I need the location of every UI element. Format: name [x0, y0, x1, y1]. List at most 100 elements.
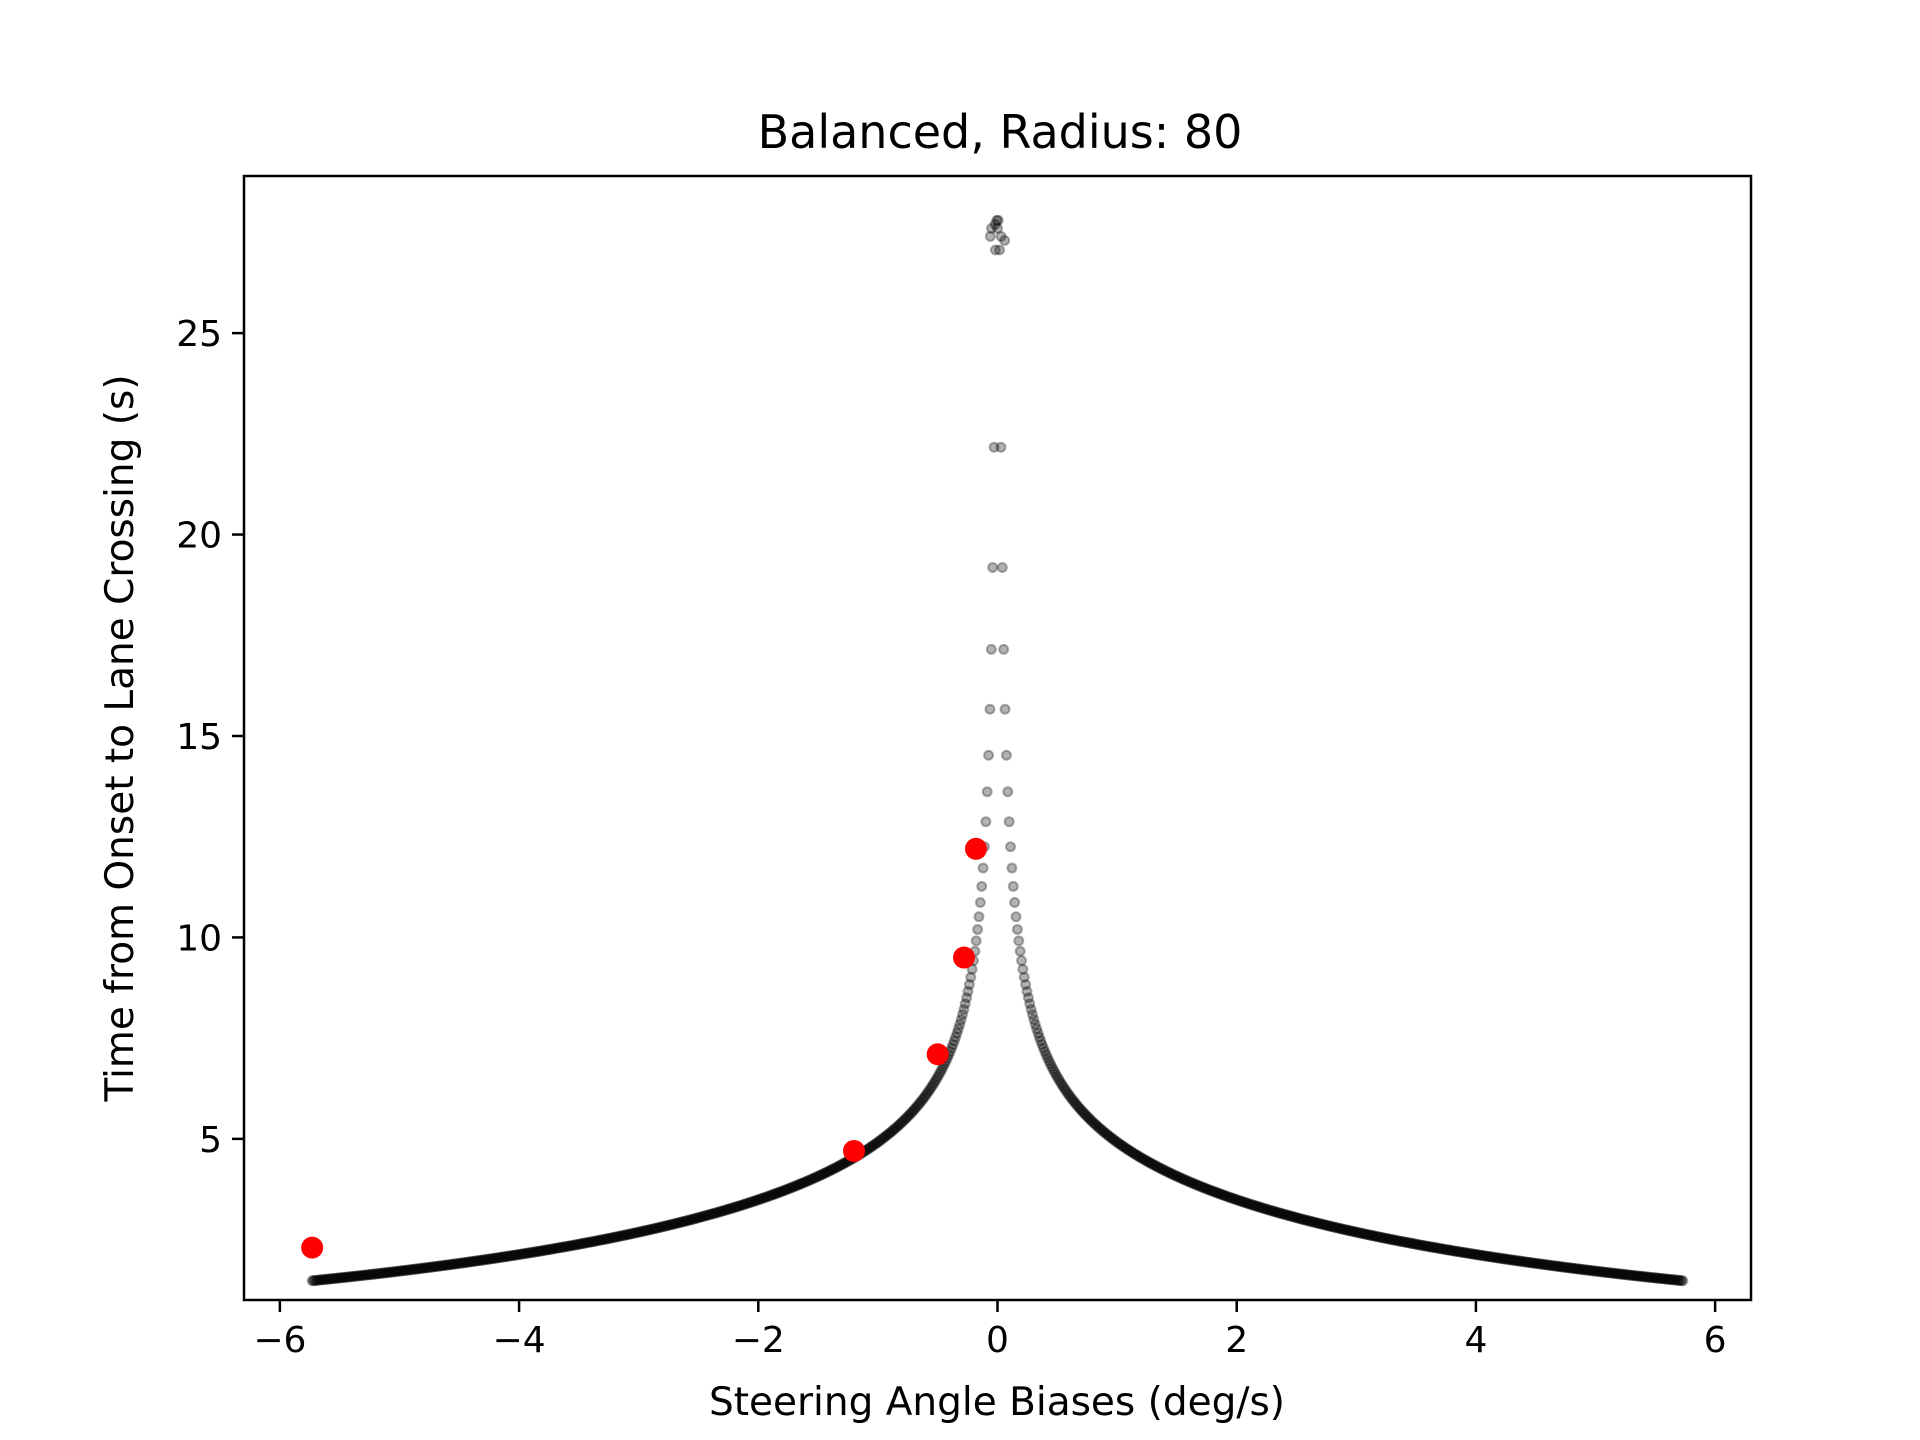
data-point	[1634, 1270, 1646, 1282]
data-point	[1308, 1216, 1320, 1228]
data-point	[660, 1220, 672, 1232]
data-point	[1677, 1275, 1689, 1287]
data-point	[994, 244, 1006, 256]
data-point	[389, 1266, 400, 1278]
data-point	[904, 1108, 916, 1120]
data-point	[515, 1248, 527, 1260]
data-point	[1643, 1271, 1655, 1283]
data-point	[1556, 1261, 1568, 1273]
data-point	[1138, 1153, 1150, 1165]
data-point	[1151, 1161, 1163, 1173]
data-point	[1477, 1250, 1489, 1262]
data-point	[608, 1231, 620, 1243]
data-point	[1568, 1262, 1580, 1274]
data-point	[1043, 1055, 1055, 1067]
data-point	[1227, 1192, 1239, 1204]
data-point	[618, 1229, 630, 1241]
data-point	[1225, 1192, 1237, 1204]
data-point	[619, 1229, 631, 1241]
data-point	[387, 1266, 399, 1278]
data-point	[718, 1205, 730, 1217]
data-point	[1247, 1199, 1259, 1211]
data-point	[891, 1121, 903, 1133]
data-point	[1478, 1250, 1490, 1262]
data-point	[1117, 1140, 1129, 1152]
data-point	[1269, 1206, 1281, 1218]
data-point	[1050, 1068, 1062, 1080]
data-point	[464, 1256, 476, 1268]
data-point	[1000, 749, 1012, 761]
data-point	[803, 1174, 815, 1186]
data-point	[1636, 1270, 1648, 1282]
data-point	[1398, 1236, 1410, 1248]
data-point	[693, 1212, 705, 1224]
data-point	[480, 1253, 492, 1265]
data-point	[769, 1188, 781, 1200]
data-point	[759, 1191, 771, 1203]
data-point	[1434, 1243, 1446, 1255]
data-point	[1058, 1082, 1070, 1094]
data-point	[1593, 1266, 1605, 1278]
data-point	[869, 1138, 881, 1150]
data-point	[1450, 1245, 1462, 1257]
data-point	[435, 1260, 447, 1272]
data-point	[582, 1237, 594, 1249]
data-point	[1256, 1202, 1268, 1214]
data-point	[983, 749, 995, 761]
data-point	[465, 1256, 477, 1268]
data-point	[701, 1209, 713, 1221]
data-point	[627, 1227, 639, 1239]
data-point	[586, 1236, 598, 1248]
data-point	[954, 1018, 966, 1030]
data-point	[1164, 1167, 1176, 1179]
data-point	[1245, 1198, 1257, 1210]
data-point	[535, 1245, 547, 1257]
data-point	[704, 1209, 716, 1221]
data-point	[1113, 1137, 1125, 1149]
data-point	[1404, 1237, 1416, 1249]
data-point	[1630, 1270, 1642, 1282]
data-point	[1175, 1172, 1187, 1184]
data-point	[635, 1226, 647, 1238]
data-point	[539, 1244, 551, 1256]
data-point	[1342, 1224, 1354, 1236]
data-point	[777, 1185, 789, 1197]
data-point	[1411, 1238, 1423, 1250]
data-point	[780, 1184, 792, 1196]
data-point	[1400, 1236, 1412, 1248]
data-point	[335, 1272, 347, 1284]
y-tick-label: 15	[176, 717, 222, 758]
data-point	[458, 1257, 470, 1269]
data-point	[806, 1173, 818, 1185]
data-point	[1343, 1225, 1355, 1237]
data-point	[1195, 1181, 1207, 1193]
data-point	[1444, 1244, 1456, 1256]
data-point	[758, 1192, 770, 1204]
data-point	[782, 1183, 794, 1195]
data-point	[354, 1270, 366, 1282]
data-point	[898, 1115, 910, 1127]
data-point	[460, 1256, 472, 1268]
data-point	[1375, 1231, 1387, 1243]
data-point	[1385, 1233, 1397, 1245]
data-point	[830, 1161, 842, 1173]
data-point	[1173, 1171, 1185, 1183]
data-point	[1619, 1269, 1631, 1281]
data-point	[711, 1207, 723, 1219]
data-point	[380, 1267, 392, 1279]
data-point	[1254, 1201, 1266, 1213]
data-point	[1250, 1200, 1262, 1212]
data-point	[441, 1259, 453, 1271]
data-point	[428, 1261, 440, 1273]
data-point	[1536, 1258, 1548, 1270]
data-point	[1629, 1270, 1641, 1282]
data-point	[571, 1239, 583, 1251]
data-point	[1231, 1194, 1243, 1206]
data-point	[563, 1240, 575, 1252]
data-point	[1064, 1090, 1076, 1102]
data-point	[1413, 1239, 1425, 1251]
data-point	[620, 1229, 632, 1241]
data-point	[641, 1224, 653, 1236]
data-point	[438, 1259, 450, 1271]
data-point	[457, 1257, 469, 1269]
